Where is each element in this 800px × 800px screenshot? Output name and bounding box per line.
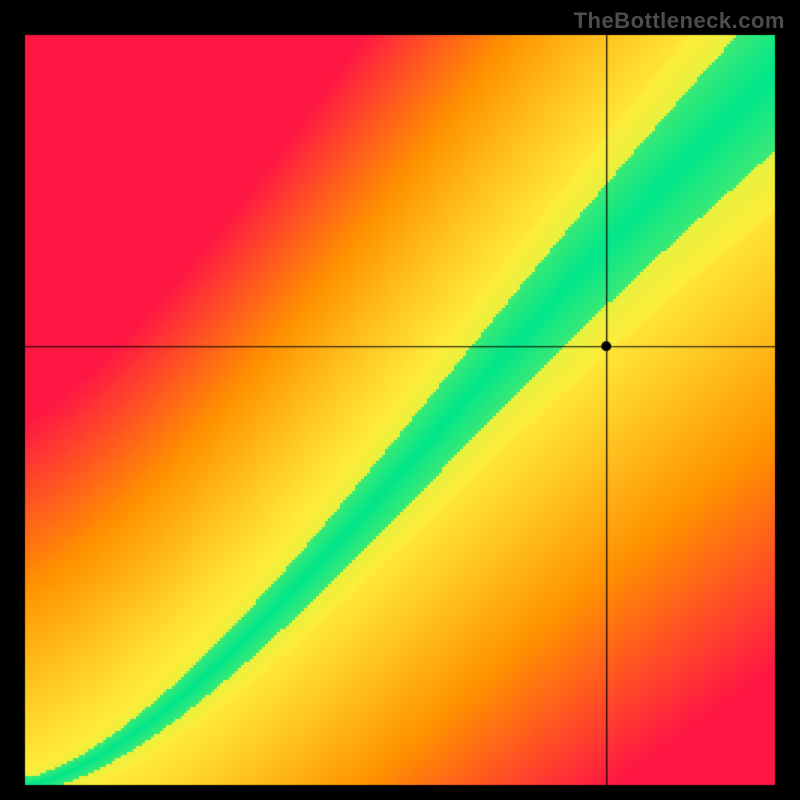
bottleneck-heatmap <box>0 0 800 800</box>
attribution-label: TheBottleneck.com <box>574 8 785 34</box>
chart-container: { "attribution": { "text": "TheBottlenec… <box>0 0 800 800</box>
